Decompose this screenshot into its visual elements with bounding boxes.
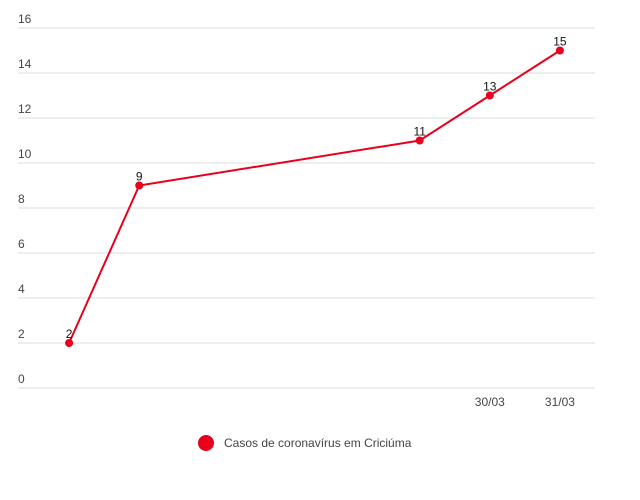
data-label: 2 xyxy=(66,327,73,341)
y-tick-label: 12 xyxy=(18,102,32,116)
x-tick-label: 31/03 xyxy=(545,395,575,409)
y-tick-label: 8 xyxy=(18,192,25,206)
legend-marker xyxy=(198,435,214,451)
point xyxy=(485,91,494,100)
y-tick-label: 16 xyxy=(18,12,32,26)
data-label: 9 xyxy=(136,170,143,184)
point xyxy=(65,339,74,347)
data-label: 15 xyxy=(553,35,567,49)
y-tick-label: 4 xyxy=(18,282,25,296)
data-label: 13 xyxy=(483,80,497,94)
data-label: 11 xyxy=(413,125,426,139)
x-tick-label: 30/03 xyxy=(475,395,505,409)
y-tick-label: 2 xyxy=(18,327,25,341)
y-tick-label: 6 xyxy=(18,237,25,251)
point xyxy=(555,46,564,55)
point xyxy=(415,136,424,145)
y-tick-label: 0 xyxy=(18,372,25,386)
y-tick-label: 10 xyxy=(18,147,32,161)
legend-label: Casos de coronavírus em Criciúma xyxy=(224,436,412,450)
y-tick-label: 14 xyxy=(18,57,32,71)
point xyxy=(135,181,144,190)
